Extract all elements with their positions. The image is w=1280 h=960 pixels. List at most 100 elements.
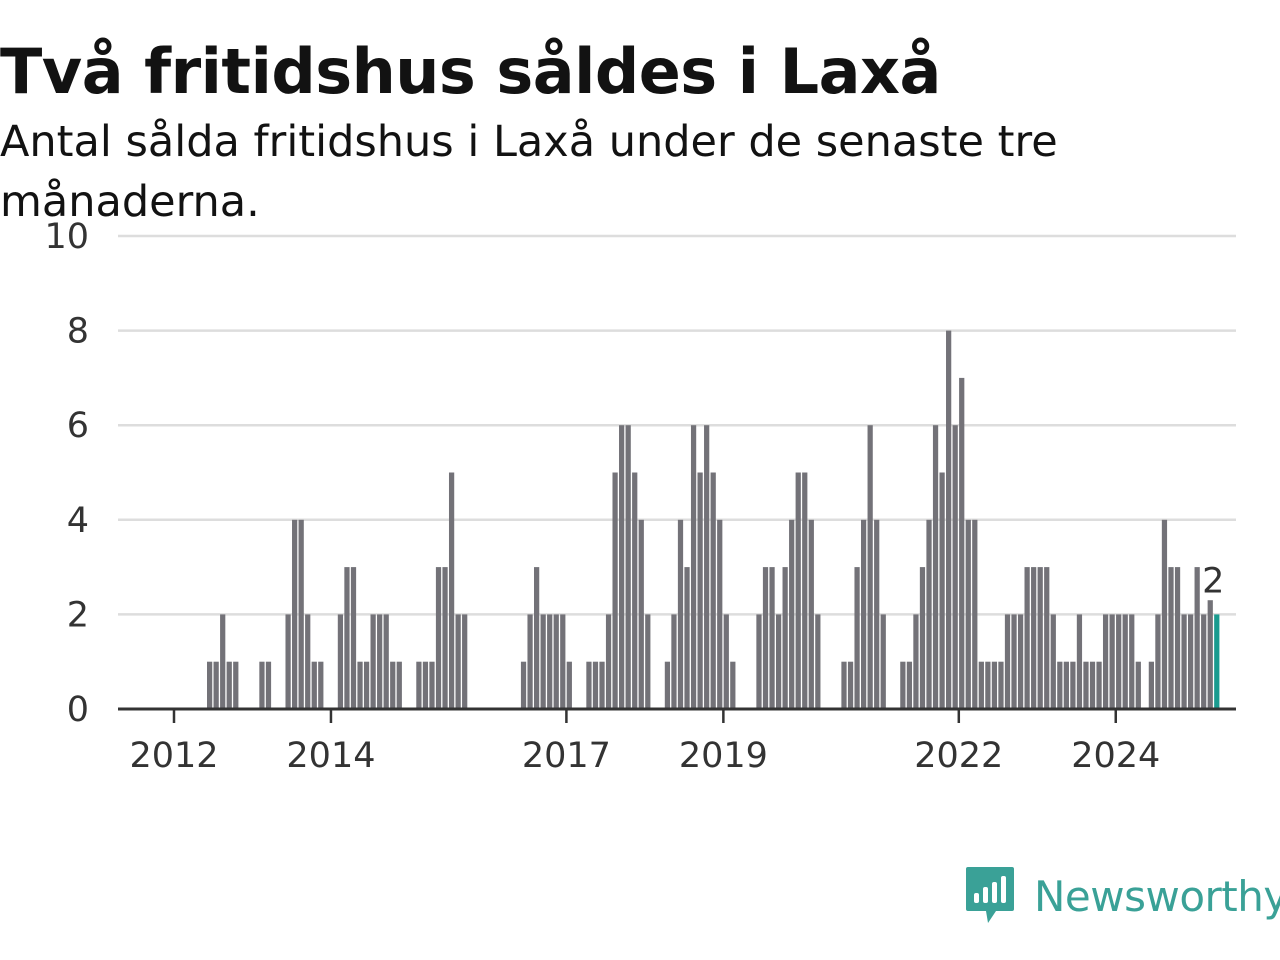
bar: [756, 614, 762, 709]
bar: [285, 614, 291, 709]
bar: [527, 614, 533, 709]
x-tick-label: 2024: [1071, 736, 1160, 776]
bar: [841, 661, 847, 709]
bar: [939, 472, 945, 709]
bar: [965, 519, 971, 709]
bar: [344, 567, 350, 709]
chart-title: Två fritidshus såldes i Laxå: [0, 35, 941, 108]
bar: [710, 472, 716, 709]
y-tick-label: 6: [67, 406, 89, 446]
bar: [305, 614, 311, 709]
bar: [429, 661, 435, 709]
bar: [952, 425, 958, 709]
bar: [566, 661, 572, 709]
bar: [390, 661, 396, 709]
bar: [900, 661, 906, 709]
bar: [847, 661, 854, 709]
bar: [906, 661, 913, 709]
bar: [985, 661, 991, 709]
newsworthy-logo: Newsworthy: [964, 864, 1280, 928]
bar: [795, 472, 801, 709]
x-tick-label: 2012: [129, 736, 218, 776]
bar: [1102, 614, 1109, 709]
bar: [377, 614, 383, 709]
bar: [422, 661, 429, 709]
bar: [1168, 567, 1174, 709]
bar: [207, 661, 213, 709]
bar: [1122, 614, 1128, 709]
y-tick-label: 0: [67, 690, 89, 730]
bar: [1188, 614, 1194, 709]
bar: [926, 519, 932, 709]
bar: [959, 377, 965, 709]
bar: [919, 567, 926, 709]
bar: [298, 519, 304, 709]
bar: [664, 661, 671, 709]
bars: [207, 330, 1220, 709]
bar: [1174, 567, 1181, 709]
bar: [259, 661, 265, 709]
bar: [978, 661, 984, 709]
bar: [1181, 614, 1187, 709]
bar: [867, 425, 873, 709]
bar: [462, 614, 468, 709]
bar: [383, 614, 389, 709]
bar: [605, 614, 612, 709]
bar: [946, 330, 952, 709]
x-tick-label: 2022: [914, 736, 1003, 776]
bar: [684, 567, 690, 709]
bar: [861, 519, 867, 709]
bar: [612, 472, 618, 709]
bar: [357, 661, 363, 709]
bar: [1037, 567, 1043, 709]
bar: [1057, 661, 1063, 709]
bar: [363, 661, 370, 709]
bar: [704, 425, 710, 709]
bar: [213, 661, 219, 709]
bar: [1083, 661, 1089, 709]
bar: [350, 567, 357, 709]
bar: [1096, 661, 1102, 709]
bar: [645, 614, 651, 709]
bar: [226, 661, 232, 709]
bar: [455, 614, 461, 709]
bar: [599, 661, 605, 709]
bar: [1004, 614, 1011, 709]
bar: [1044, 567, 1050, 709]
bar: [1109, 614, 1115, 709]
bar: [619, 425, 625, 709]
bar: [540, 614, 546, 709]
bar: [1161, 519, 1168, 709]
bar: [318, 661, 324, 709]
x-tick-label: 2019: [679, 736, 768, 776]
bar: [370, 614, 376, 709]
bar: [1063, 661, 1069, 709]
bar: [560, 614, 566, 709]
brand-name: Newsworthy: [1034, 871, 1280, 921]
bar: [547, 614, 553, 709]
bar: [854, 567, 860, 709]
bar: [808, 519, 814, 709]
y-tick-label: 8: [67, 312, 89, 352]
bar: [534, 567, 540, 709]
bar: [1148, 661, 1154, 709]
bar: [586, 661, 592, 709]
bar: [292, 519, 298, 709]
bar: [789, 519, 795, 709]
gridlines: [118, 234, 1236, 616]
bar: [690, 425, 697, 709]
bar: [1070, 661, 1076, 709]
bar: [723, 614, 729, 709]
bar: [632, 472, 638, 709]
bar: [1135, 661, 1141, 709]
bar: [1129, 614, 1135, 709]
axes: 0 2 4 6 8 10 2 2012 2014 2017 2019 2022 2024: [44, 217, 1236, 776]
bar: [802, 472, 808, 709]
bar: [1024, 567, 1030, 709]
bar: [442, 567, 448, 709]
bar: [717, 519, 723, 709]
bar: [416, 661, 422, 709]
y-tick-label: 10: [44, 217, 89, 257]
bar: [265, 661, 272, 709]
bar: [1116, 614, 1122, 709]
